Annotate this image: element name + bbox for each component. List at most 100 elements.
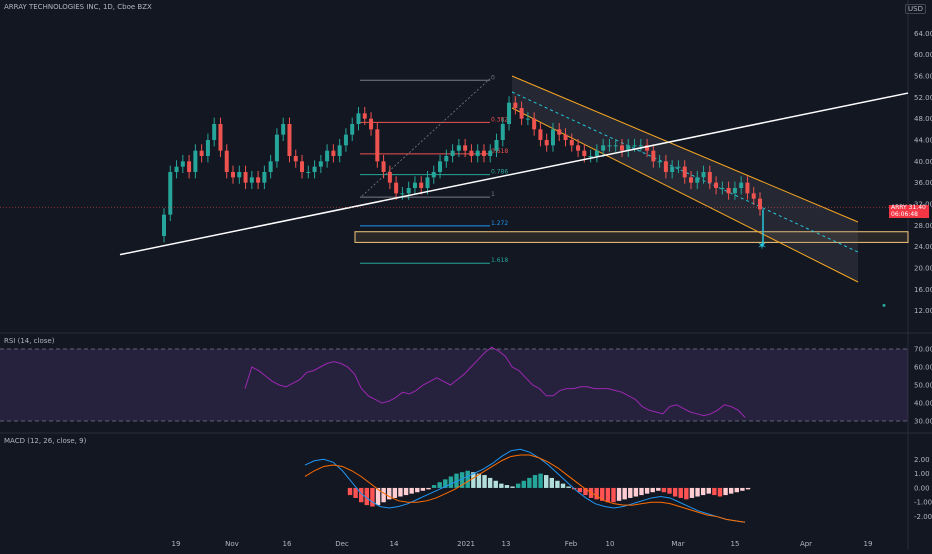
- x-axis-tick: 15: [731, 540, 740, 548]
- x-axis-tick: 19: [864, 540, 873, 548]
- price-y-tick: 16.00: [914, 286, 932, 294]
- candle-body: [274, 134, 279, 162]
- price-y-tick: 60.00: [914, 51, 932, 59]
- candle-body: [381, 161, 386, 172]
- candle-body: [657, 161, 662, 163]
- price-y-tick: 20.00: [914, 265, 932, 273]
- candle-body: [613, 145, 618, 147]
- macd-histogram-bar: [370, 487, 375, 507]
- macd-histogram-bar: [566, 486, 571, 488]
- candle-body: [525, 118, 530, 120]
- macd-histogram-bar: [487, 477, 493, 488]
- macd-histogram-bar: [387, 487, 392, 500]
- price-y-tick: 24.00: [914, 243, 932, 251]
- candle-body: [205, 140, 210, 156]
- macd-histogram-bar: [728, 487, 734, 494]
- fib-level-label: 0.382: [491, 116, 508, 123]
- candle-body: [174, 166, 179, 172]
- candle-body: [199, 150, 204, 156]
- candle-body: [438, 161, 443, 172]
- candle-body: [293, 156, 298, 162]
- candle-body: [325, 150, 330, 162]
- candle-body: [663, 161, 668, 172]
- fib-level-label: 1: [491, 191, 495, 198]
- macd-y-tick: -2.00: [914, 513, 932, 521]
- candle-body: [187, 161, 192, 172]
- macd-y-tick: 1.00: [914, 470, 930, 478]
- macd-histogram-bar: [538, 473, 543, 488]
- macd-histogram-bar: [459, 472, 465, 488]
- macd-histogram-bar: [740, 487, 745, 491]
- candle-body: [362, 113, 367, 119]
- x-axis-tick: Dec: [335, 540, 349, 548]
- macd-histogram-bar: [353, 487, 358, 498]
- macd-histogram-bar: [465, 470, 470, 488]
- candle-body: [507, 102, 512, 124]
- macd-histogram-bar: [700, 487, 706, 496]
- candle-body: [168, 172, 173, 215]
- fib-level-label: 0.618: [491, 148, 508, 155]
- candle-body: [726, 188, 731, 194]
- macd-histogram-bar: [723, 487, 728, 496]
- x-axis-tick: 14: [390, 540, 399, 548]
- x-axis-tick: Nov: [225, 540, 239, 548]
- candle-body: [400, 193, 405, 195]
- candle-body: [444, 156, 449, 162]
- candle-body: [343, 134, 348, 146]
- x-axis-tick: 10: [606, 540, 615, 548]
- macd-y-tick: 2.00: [914, 456, 930, 464]
- price-y-tick: 64.00: [914, 30, 932, 38]
- candle-body: [745, 182, 750, 194]
- candle-body: [638, 145, 643, 147]
- macd-histogram-bar: [555, 480, 560, 488]
- candle-body: [670, 166, 675, 172]
- candle-body: [243, 172, 248, 183]
- candle-body: [688, 177, 693, 183]
- candle-body: [249, 177, 254, 183]
- chart-title: ARRAY TECHNOLOGIES INC, 1D, Cboe BZX: [4, 3, 152, 11]
- candle-body: [193, 150, 198, 172]
- price-tag-timer: 06:06:48: [891, 210, 918, 218]
- macd-histogram-bar: [745, 487, 751, 490]
- x-axis-tick: 2021: [457, 540, 475, 548]
- macd-histogram-bar: [527, 477, 532, 488]
- candle-body: [237, 172, 242, 178]
- small-marker-dot: [882, 303, 886, 307]
- channel-upper-line: [511, 75, 859, 223]
- candle-body: [425, 177, 430, 188]
- macd-histogram-bar: [616, 487, 622, 501]
- candle-body: [632, 145, 637, 147]
- macd-histogram-bar: [392, 487, 398, 498]
- candle-body: [576, 145, 581, 151]
- macd-line: [304, 448, 746, 523]
- macd-histogram-bar: [381, 487, 386, 503]
- x-axis-tick: 13: [502, 540, 511, 548]
- candle-body: [588, 156, 593, 157]
- macd-histogram-bar: [515, 483, 521, 488]
- candle-body: [619, 145, 624, 151]
- candle-body: [375, 129, 380, 162]
- candle-body: [419, 182, 424, 188]
- candle-body: [406, 188, 411, 194]
- macd-histogram-bar: [577, 487, 583, 493]
- price-y-tick: 28.00: [914, 222, 932, 230]
- price-tag-symbol: ARRY: [891, 204, 907, 211]
- candle-body: [268, 161, 273, 172]
- macd-histogram-bar: [398, 487, 403, 497]
- macd-histogram-bar: [594, 487, 599, 500]
- macd-histogram-bar: [684, 487, 689, 500]
- macd-histogram-bar: [504, 485, 510, 488]
- macd-histogram-bar: [403, 487, 409, 496]
- candle-body: [563, 134, 568, 140]
- macd-histogram-bar: [409, 487, 414, 494]
- star-marker: ✶: [757, 239, 767, 253]
- rsi-band-fill: [0, 349, 908, 421]
- candle-body: [569, 140, 574, 146]
- macd-histogram-bar: [471, 472, 476, 488]
- macd-histogram-bar: [695, 487, 700, 497]
- macd-y-tick: -1.00: [914, 499, 932, 507]
- candle-body: [519, 108, 524, 119]
- macd-histogram-bar: [605, 487, 611, 503]
